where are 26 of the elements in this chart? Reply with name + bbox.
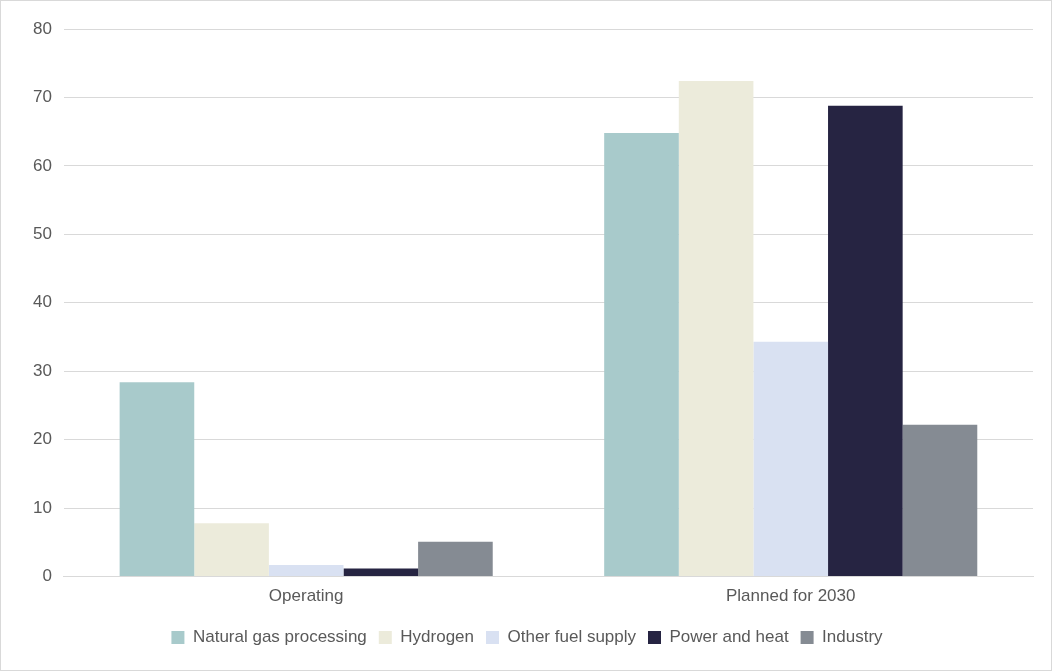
y-tick-label: 60 [32,155,52,175]
legend-label: Power and heat [669,627,789,647]
y-tick-label: 20 [32,429,52,449]
x-tick-label: Operating [268,586,344,606]
legend-label: Other fuel supply [507,627,637,647]
bar [678,81,754,577]
bar [604,133,679,577]
bar [268,564,344,577]
y-tick-label: 40 [32,292,52,312]
bar [902,424,978,577]
bar [753,341,829,577]
bar [194,523,269,577]
legend-label: Natural gas processing [192,627,367,647]
y-tick-label: 70 [32,87,52,107]
bar [828,105,903,577]
y-tick-label: 50 [32,224,52,244]
x-tick-label: Planned for 2030 [725,586,856,606]
y-tick-label: 30 [32,360,52,380]
y-tick-label: 0 [42,566,52,586]
bar [418,541,493,577]
bar [343,568,419,577]
legend-label: Industry [822,627,884,647]
bar [119,382,195,577]
y-tick-label: 10 [32,497,52,517]
y-tick-label: 80 [32,18,52,38]
legend-label: Hydrogen [400,627,475,647]
